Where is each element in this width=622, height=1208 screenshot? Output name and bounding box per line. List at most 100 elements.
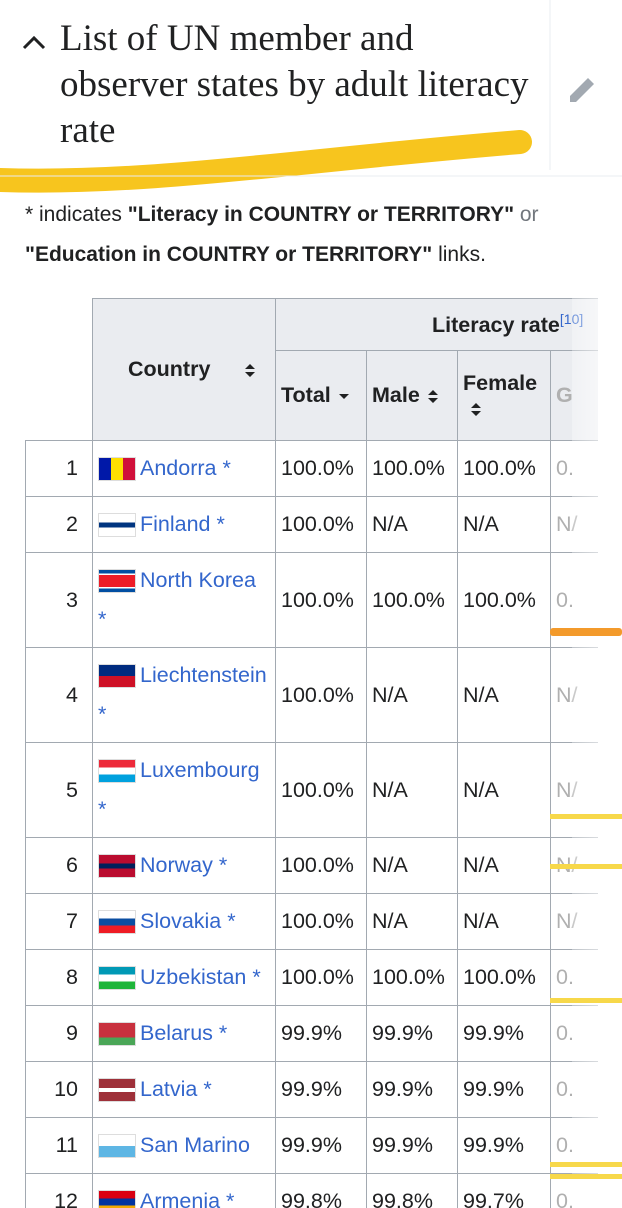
value-cell: 100.0% [276, 441, 367, 497]
flag [98, 759, 136, 783]
value-cell: 100.0% [276, 497, 367, 553]
country-cell: Armenia * [93, 1174, 276, 1208]
value-cell: N/A [458, 894, 551, 950]
header-text: Country [128, 357, 210, 381]
column-header[interactable]: Male [367, 351, 458, 441]
country-cell: Finland * [93, 497, 276, 553]
country-link[interactable]: Finland * [140, 512, 225, 536]
flag [98, 1134, 136, 1158]
rank-cell: 11 [26, 1118, 93, 1174]
highlight [550, 628, 622, 636]
flag [98, 1190, 136, 1208]
value-cell: 99.9% [367, 1118, 458, 1174]
literacy-table: Country Literacy rate[10] Total Male Femal… [25, 298, 598, 1208]
highlight [550, 998, 622, 1003]
highlight [550, 1174, 622, 1179]
rank-cell: 6 [26, 838, 93, 894]
rank-cell: 12 [26, 1174, 93, 1208]
value-cell: 100.0% [458, 553, 551, 648]
country-cell: Uzbekistan * [93, 950, 276, 1006]
country-link[interactable]: Norway * [140, 853, 227, 877]
country-link[interactable]: Andorra * [140, 456, 231, 480]
highlight [550, 864, 622, 869]
section-title: List of UN member and observer states by… [60, 16, 530, 154]
rank-cell: 5 [26, 743, 93, 838]
header-text: Male [372, 383, 420, 407]
rank-cell: 10 [26, 1062, 93, 1118]
value-cell: 99.9% [458, 1062, 551, 1118]
value-cell: N/A [367, 838, 458, 894]
sort-icon [426, 388, 440, 404]
value-cell: N/A [367, 648, 458, 743]
country-link[interactable]: Slovakia * [140, 909, 236, 933]
value-cell: 100.0% [367, 553, 458, 648]
note-text: or [514, 203, 539, 226]
rank-cell: 2 [26, 497, 93, 553]
sort-icon [216, 362, 256, 378]
header-text: Female [463, 371, 537, 395]
country-link[interactable]: Armenia * [140, 1189, 234, 1208]
rank-cell: 3 [26, 553, 93, 648]
group-header: Literacy rate[10] [276, 299, 599, 351]
value-cell: 100.0% [276, 743, 367, 838]
sort-icon [469, 401, 483, 417]
value-cell: 99.9% [367, 1006, 458, 1062]
rank-cell: 1 [26, 441, 93, 497]
column-header[interactable]: Female [458, 351, 551, 441]
sort-icon [337, 388, 351, 404]
rank-cell: 7 [26, 894, 93, 950]
value-cell: 100.0% [458, 950, 551, 1006]
value-cell: 99.9% [458, 1006, 551, 1062]
header-text: Total [281, 383, 331, 407]
header-text: G [556, 383, 573, 407]
note-text: links. [432, 243, 486, 266]
value-cell: 99.8% [367, 1174, 458, 1208]
rank-cell: 4 [26, 648, 93, 743]
value-cell: 99.7% [458, 1174, 551, 1208]
highlight [550, 1162, 622, 1167]
value-cell: 99.9% [276, 1118, 367, 1174]
country-cell: Latvia * [93, 1062, 276, 1118]
value-cell: N/A [458, 838, 551, 894]
country-link[interactable]: Belarus * [140, 1021, 227, 1045]
flag [98, 1022, 136, 1046]
value-cell: N/A [367, 497, 458, 553]
country-header[interactable]: Country [93, 299, 276, 441]
country-link[interactable]: Latvia * [140, 1077, 212, 1101]
blank-header [26, 299, 93, 441]
column-header[interactable]: Total [276, 351, 367, 441]
flag [98, 569, 136, 593]
note-link-name: "Education in COUNTRY or TERRITORY" [25, 243, 432, 266]
flag [98, 910, 136, 934]
highlight [550, 814, 622, 819]
edit-icon[interactable] [570, 78, 594, 102]
value-cell: 100.0% [367, 441, 458, 497]
value-cell: 100.0% [276, 894, 367, 950]
flag [98, 664, 136, 688]
country-link[interactable]: San Marino [140, 1133, 250, 1157]
value-cell: 100.0% [276, 553, 367, 648]
country-cell: Belarus * [93, 1006, 276, 1062]
country-cell: Luxembourg * [93, 743, 276, 838]
country-link[interactable]: Uzbekistan * [140, 965, 261, 989]
value-cell: 99.9% [276, 1062, 367, 1118]
flag [98, 854, 136, 878]
value-cell: 100.0% [367, 950, 458, 1006]
flag [98, 1078, 136, 1102]
rank-cell: 9 [26, 1006, 93, 1062]
collapse-icon[interactable] [24, 38, 44, 48]
country-cell: Norway * [93, 838, 276, 894]
table-container: Country Literacy rate[10] Total Male Femal… [25, 298, 598, 1208]
value-cell: N/A [367, 894, 458, 950]
